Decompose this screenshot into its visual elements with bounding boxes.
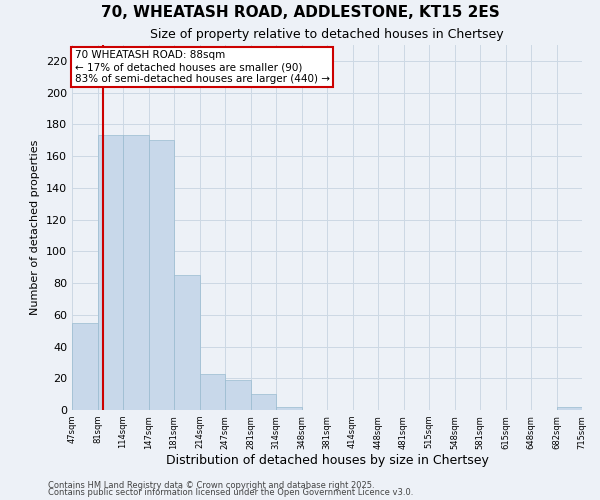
Bar xyxy=(557,407,582,410)
Title: Size of property relative to detached houses in Chertsey: Size of property relative to detached ho… xyxy=(150,28,504,41)
Text: Contains public sector information licensed under the Open Government Licence v3: Contains public sector information licen… xyxy=(48,488,413,497)
Bar xyxy=(72,322,97,410)
Text: Contains HM Land Registry data © Crown copyright and database right 2025.: Contains HM Land Registry data © Crown c… xyxy=(48,480,374,490)
Bar xyxy=(174,275,199,410)
Text: 70, WHEATASH ROAD, ADDLESTONE, KT15 2ES: 70, WHEATASH ROAD, ADDLESTONE, KT15 2ES xyxy=(101,5,499,20)
Y-axis label: Number of detached properties: Number of detached properties xyxy=(31,140,40,315)
Text: 70 WHEATASH ROAD: 88sqm
← 17% of detached houses are smaller (90)
83% of semi-de: 70 WHEATASH ROAD: 88sqm ← 17% of detache… xyxy=(74,50,329,84)
Bar xyxy=(225,380,251,410)
Bar xyxy=(199,374,225,410)
Bar xyxy=(123,136,149,410)
Bar xyxy=(276,407,302,410)
Bar xyxy=(251,394,276,410)
Bar xyxy=(97,136,123,410)
Bar xyxy=(149,140,174,410)
X-axis label: Distribution of detached houses by size in Chertsey: Distribution of detached houses by size … xyxy=(166,454,488,468)
